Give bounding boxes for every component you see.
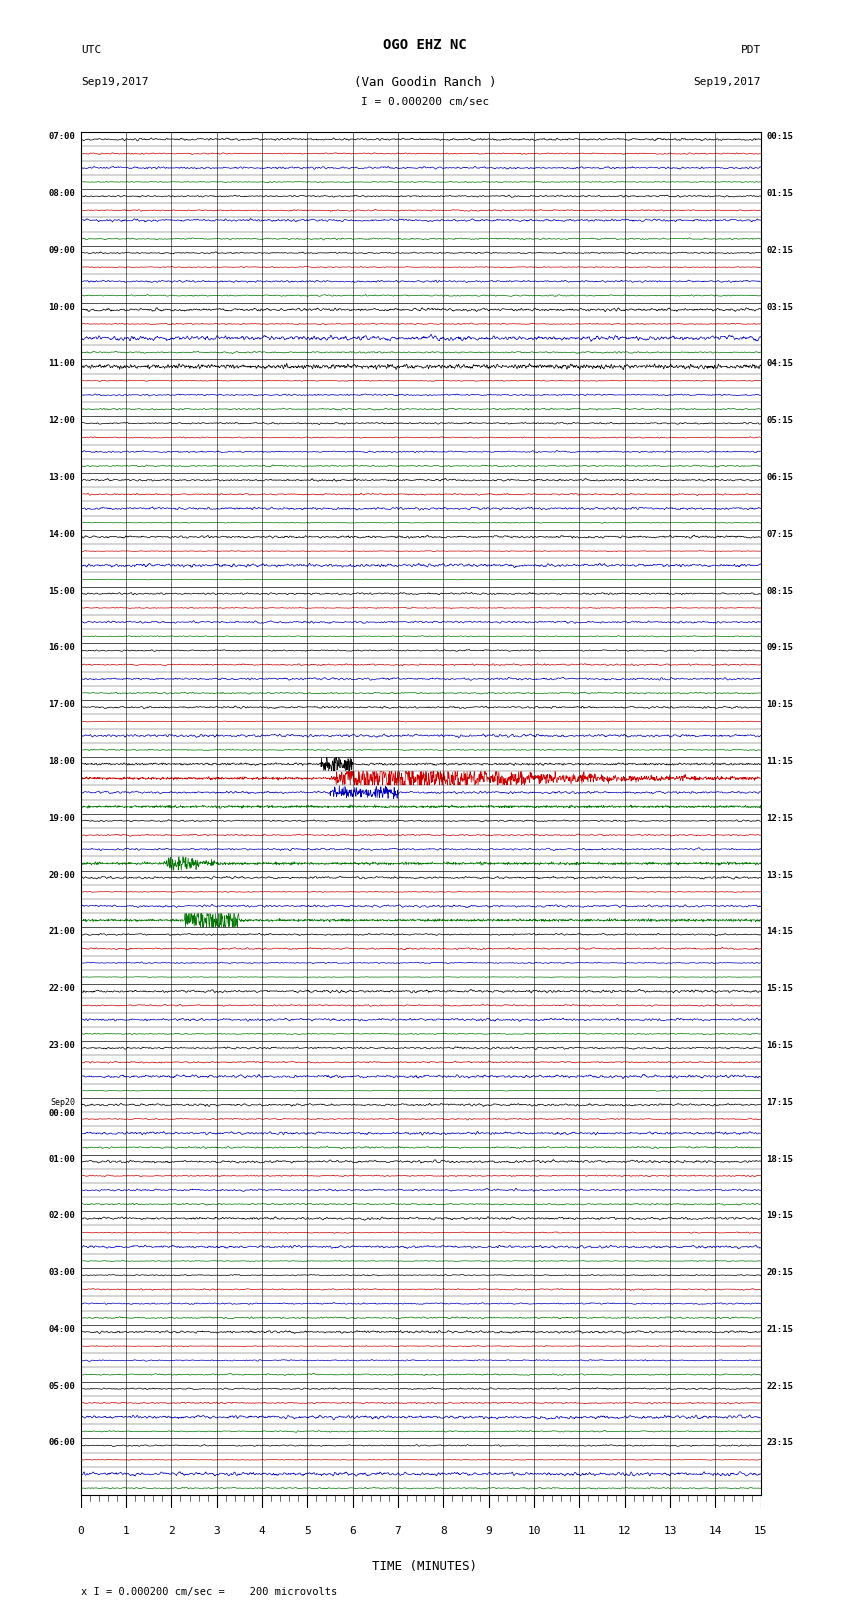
Text: UTC: UTC [81, 45, 101, 55]
Text: 04:00: 04:00 [48, 1324, 76, 1334]
Text: 18:00: 18:00 [48, 756, 76, 766]
Text: 12: 12 [618, 1526, 632, 1536]
Text: 21:00: 21:00 [48, 927, 76, 936]
Text: (Van Goodin Ranch ): (Van Goodin Ranch ) [354, 76, 496, 89]
Text: 23:15: 23:15 [766, 1439, 793, 1447]
Text: 08:00: 08:00 [48, 189, 76, 198]
Text: 7: 7 [394, 1526, 401, 1536]
Text: OGO EHZ NC: OGO EHZ NC [383, 37, 467, 52]
Text: 06:15: 06:15 [766, 473, 793, 482]
Text: 12:15: 12:15 [766, 815, 793, 823]
Text: 22:00: 22:00 [48, 984, 76, 994]
Text: 16:15: 16:15 [766, 1040, 793, 1050]
Text: 6: 6 [349, 1526, 356, 1536]
Text: 17:15: 17:15 [766, 1098, 793, 1107]
Text: Sep20: Sep20 [50, 1098, 76, 1107]
Text: 21:15: 21:15 [766, 1324, 793, 1334]
Text: 12:00: 12:00 [48, 416, 76, 426]
Text: 03:15: 03:15 [766, 303, 793, 311]
Text: 15:15: 15:15 [766, 984, 793, 994]
Text: 8: 8 [440, 1526, 447, 1536]
Text: 19:15: 19:15 [766, 1211, 793, 1221]
Text: 11:15: 11:15 [766, 756, 793, 766]
Text: 10:15: 10:15 [766, 700, 793, 710]
Text: 14: 14 [709, 1526, 722, 1536]
Text: 03:00: 03:00 [48, 1268, 76, 1277]
Text: 06:00: 06:00 [48, 1439, 76, 1447]
Text: 9: 9 [485, 1526, 492, 1536]
Text: 00:00: 00:00 [48, 1108, 76, 1118]
Text: 16:00: 16:00 [48, 644, 76, 652]
Text: PDT: PDT [740, 45, 761, 55]
Text: 20:15: 20:15 [766, 1268, 793, 1277]
Text: 15:00: 15:00 [48, 587, 76, 595]
Text: 2: 2 [168, 1526, 175, 1536]
Text: 0: 0 [77, 1526, 84, 1536]
Text: 04:15: 04:15 [766, 360, 793, 368]
Text: 14:15: 14:15 [766, 927, 793, 936]
Text: 18:15: 18:15 [766, 1155, 793, 1163]
Text: 05:15: 05:15 [766, 416, 793, 426]
Text: 5: 5 [304, 1526, 311, 1536]
Text: 17:00: 17:00 [48, 700, 76, 710]
Text: 11: 11 [573, 1526, 586, 1536]
Text: x I = 0.000200 cm/sec =    200 microvolts: x I = 0.000200 cm/sec = 200 microvolts [81, 1587, 337, 1597]
Text: 13:15: 13:15 [766, 871, 793, 879]
Text: 4: 4 [258, 1526, 265, 1536]
Text: 08:15: 08:15 [766, 587, 793, 595]
Text: 01:15: 01:15 [766, 189, 793, 198]
Text: 01:00: 01:00 [48, 1155, 76, 1163]
Text: 3: 3 [213, 1526, 220, 1536]
Text: 13: 13 [663, 1526, 677, 1536]
Text: 02:15: 02:15 [766, 245, 793, 255]
Text: 22:15: 22:15 [766, 1382, 793, 1390]
Text: Sep19,2017: Sep19,2017 [694, 77, 761, 87]
Text: 02:00: 02:00 [48, 1211, 76, 1221]
Text: 10: 10 [527, 1526, 541, 1536]
Text: 20:00: 20:00 [48, 871, 76, 879]
Text: 11:00: 11:00 [48, 360, 76, 368]
Text: TIME (MINUTES): TIME (MINUTES) [372, 1560, 478, 1573]
Text: 15: 15 [754, 1526, 768, 1536]
Text: 09:00: 09:00 [48, 245, 76, 255]
Text: 09:15: 09:15 [766, 644, 793, 652]
Text: 1: 1 [122, 1526, 129, 1536]
Text: 23:00: 23:00 [48, 1040, 76, 1050]
Text: 14:00: 14:00 [48, 529, 76, 539]
Text: Sep19,2017: Sep19,2017 [81, 77, 148, 87]
Text: 00:15: 00:15 [766, 132, 793, 142]
Text: 10:00: 10:00 [48, 303, 76, 311]
Text: I = 0.000200 cm/sec: I = 0.000200 cm/sec [361, 97, 489, 106]
Text: 13:00: 13:00 [48, 473, 76, 482]
Text: 05:00: 05:00 [48, 1382, 76, 1390]
Text: 07:15: 07:15 [766, 529, 793, 539]
Text: 07:00: 07:00 [48, 132, 76, 142]
Text: 19:00: 19:00 [48, 815, 76, 823]
